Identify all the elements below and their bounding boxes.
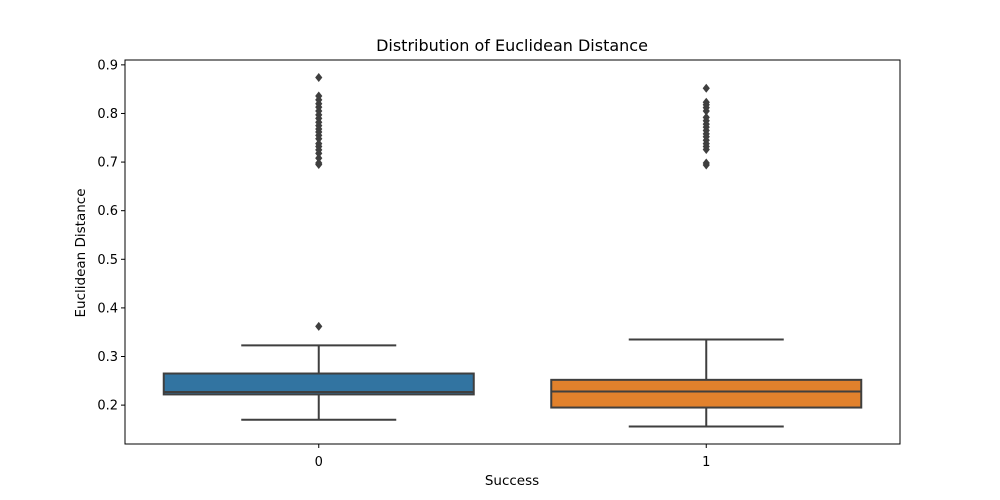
y-tick-label: 0.3 — [97, 350, 118, 365]
outlier-point — [315, 158, 323, 168]
y-tick-label: 0.7 — [97, 156, 118, 171]
box-1 — [550, 378, 863, 409]
y-axis-label: Euclidean Distance — [73, 188, 89, 317]
x-axis-label: Success — [485, 473, 539, 489]
y-tick-label: 0.5 — [97, 253, 118, 268]
outlier-point — [315, 72, 323, 82]
outlier-point — [702, 97, 710, 107]
outlier-point — [315, 321, 323, 331]
outlier-point — [315, 139, 323, 149]
x-tick-label: 1 — [702, 455, 710, 470]
outlier-point — [315, 91, 323, 101]
outlier-point — [702, 112, 710, 122]
y-tick-label: 0.6 — [97, 204, 118, 219]
y-tick-label: 0.9 — [97, 58, 118, 73]
y-tick-label: 0.2 — [97, 399, 118, 414]
x-tick-label: 0 — [315, 455, 323, 470]
y-tick-label: 0.8 — [97, 107, 118, 122]
axes-frame — [124, 59, 901, 445]
plot-area: 0.2 0.3 0.4 0.5 0.6 0.7 0.8 0.9 0 1 — [97, 58, 901, 470]
outlier-point — [315, 153, 323, 163]
outlier-point — [702, 83, 710, 93]
outlier-point — [702, 158, 710, 168]
chart-title: Distribution of Euclidean Distance — [376, 36, 648, 55]
y-tick-label: 0.4 — [97, 301, 118, 316]
box-0 — [162, 372, 475, 396]
